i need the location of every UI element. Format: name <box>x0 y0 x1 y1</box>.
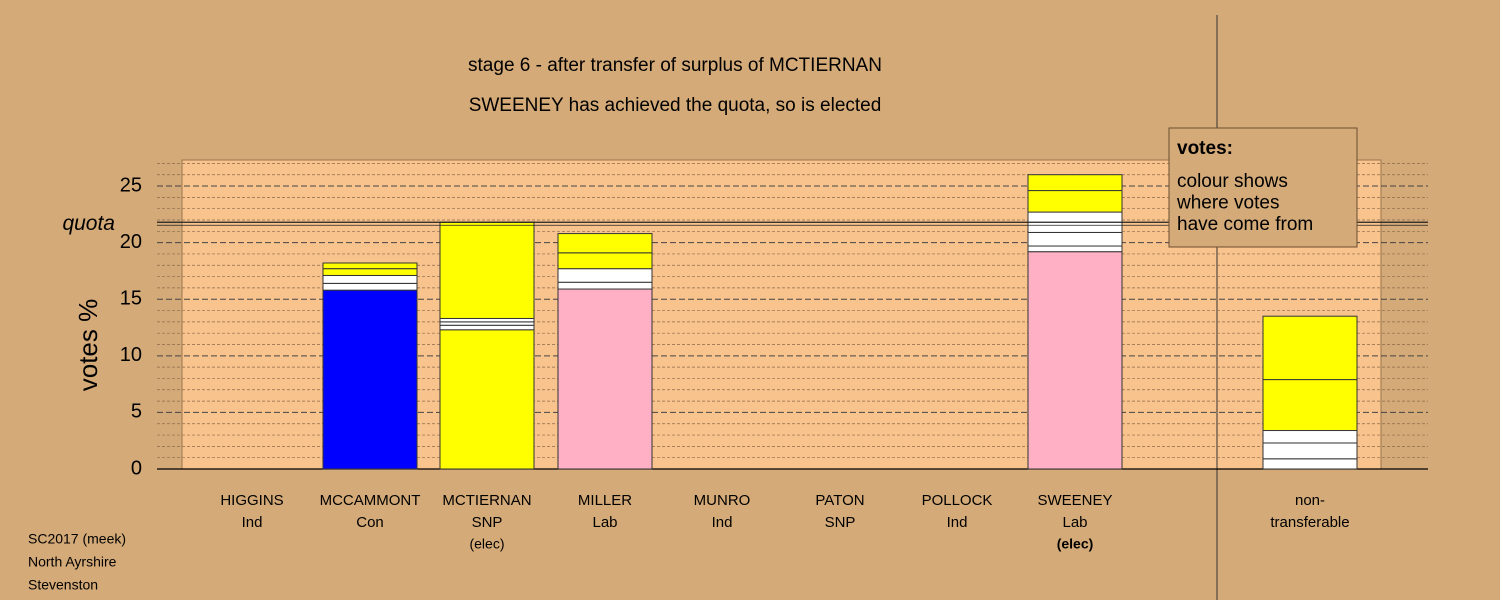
footer-text: SC2017 (meek) <box>28 531 126 547</box>
bar-segment <box>1027 190 1123 213</box>
category-label: Lab <box>592 514 617 531</box>
category-label: MILLER <box>578 492 632 509</box>
bar-segment <box>439 221 535 319</box>
bar-segment <box>439 321 535 326</box>
footer-text: North Ayrshire <box>28 554 117 570</box>
footer-text: Stevenston <box>28 577 98 593</box>
chart-title: stage 6 - after transfer of surplus of M… <box>468 55 882 76</box>
category-label: SNP <box>825 514 856 531</box>
bar-segment <box>322 289 418 470</box>
bar-segment <box>557 288 653 470</box>
category-label: non- <box>1295 492 1325 509</box>
bar-segment <box>322 262 418 270</box>
legend-box <box>1168 127 1358 248</box>
category-label: POLLOCK <box>922 492 993 509</box>
quota-label: quota <box>62 212 115 235</box>
bar-segment <box>439 317 535 323</box>
category-label: PATON <box>815 492 864 509</box>
category-label: Con <box>356 514 384 531</box>
category-label: (elec) <box>469 536 504 552</box>
y-tick-label: 25 <box>120 174 142 196</box>
category-label: MCTIERNAN <box>442 492 531 509</box>
bar-segment <box>557 252 653 270</box>
legend-text: have come from <box>1177 214 1313 235</box>
category-label: Ind <box>712 514 733 531</box>
bar-segment <box>1262 442 1358 460</box>
bar-segment <box>1262 458 1358 470</box>
category-label: MUNRO <box>694 492 751 509</box>
category-label: SWEENEY <box>1037 492 1112 509</box>
bar-segment <box>557 233 653 254</box>
bar-segment <box>1027 174 1123 192</box>
bar-segment <box>1027 245 1123 253</box>
bar-segment <box>1262 315 1358 381</box>
bar-segment <box>322 268 418 276</box>
bar-segment <box>1027 251 1123 470</box>
bar-segment <box>322 282 418 291</box>
y-tick-label: 15 <box>120 288 142 310</box>
legend-text: colour shows <box>1177 171 1288 192</box>
legend-heading: votes: <box>1177 138 1233 159</box>
category-label: Ind <box>242 514 263 531</box>
category-label: transferable <box>1270 514 1349 531</box>
bar-segment <box>557 268 653 283</box>
category-label: (elec) <box>1057 536 1094 552</box>
bar-segment <box>322 274 418 284</box>
bar-segment <box>439 324 535 331</box>
y-tick-label: 20 <box>120 231 142 253</box>
y-tick-label: 0 <box>131 457 142 479</box>
y-axis-label: votes % <box>73 299 103 392</box>
bar-segment <box>1027 231 1123 247</box>
category-label: Lab <box>1062 514 1087 531</box>
category-label: Ind <box>947 514 968 531</box>
bar-segment <box>1262 430 1358 444</box>
legend-text: where votes <box>1176 193 1279 214</box>
y-tick-label: 10 <box>120 344 142 366</box>
bar-segment <box>1262 379 1358 432</box>
category-label: SNP <box>472 514 503 531</box>
y-tick-label: 5 <box>131 401 142 423</box>
bar-segment <box>439 329 535 470</box>
bar-segment <box>557 281 653 290</box>
category-label: MCCAMMONT <box>320 492 421 509</box>
chart-title: SWEENEY has achieved the quota, so is el… <box>469 95 882 116</box>
category-label: HIGGINS <box>220 492 283 509</box>
